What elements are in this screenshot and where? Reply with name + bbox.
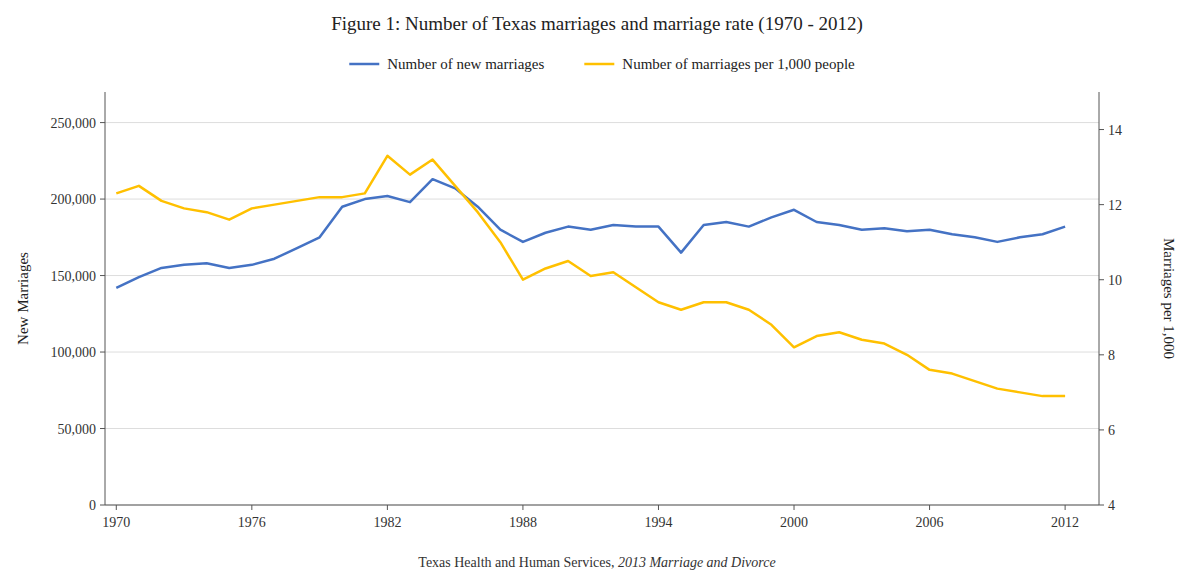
x-tick-label: 2000 — [780, 515, 808, 530]
grid — [105, 123, 1099, 505]
x-tick-label: 1982 — [373, 515, 401, 530]
y-tick-label: 250,000 — [51, 116, 97, 131]
y-tick — [100, 352, 105, 353]
y2-tick-label: 8 — [1108, 348, 1115, 363]
y2-tick-label: 12 — [1108, 198, 1122, 213]
legend-swatch — [584, 63, 614, 66]
y-tick-label: 0 — [89, 498, 96, 513]
y2-tick-label: 4 — [1108, 498, 1115, 513]
y-axis-label: New Marriages — [15, 252, 31, 345]
background — [0, 0, 1194, 581]
grid-line — [105, 352, 1099, 353]
series-line — [116, 179, 1065, 288]
y-tick — [100, 199, 105, 200]
x-tick — [251, 505, 252, 510]
series-line — [116, 156, 1065, 396]
y2-tick-label: 6 — [1108, 423, 1115, 438]
x-tick-label: 1994 — [644, 515, 672, 530]
y2-tick — [1099, 354, 1104, 355]
grid-line — [105, 428, 1099, 429]
y-tick — [100, 275, 105, 276]
x-axis-line — [105, 505, 1099, 506]
source-text: Texas Health and Human Services, — [418, 555, 618, 570]
y2-tick — [1099, 204, 1104, 205]
y2-tick-label: 14 — [1108, 123, 1122, 138]
x-tick — [658, 505, 659, 510]
y2-tick — [1099, 279, 1104, 280]
y-tick — [100, 505, 105, 506]
y-tick-label: 200,000 — [51, 192, 97, 207]
source-text: 2013 Marriage and Divorce — [618, 555, 776, 570]
y-axis-line — [105, 92, 106, 505]
chart: Figure 1: Number of Texas marriages and … — [0, 0, 1194, 581]
title: Figure 1: Number of Texas marriages and … — [331, 13, 863, 35]
grid-line — [105, 122, 1099, 123]
legend-label: Number of new marriages — [387, 56, 544, 72]
grid-line — [105, 505, 1099, 506]
x-tick-label: 2012 — [1051, 515, 1079, 530]
legend: Number of new marriages Number of marriag… — [349, 56, 855, 72]
y2-tick-label: 10 — [1108, 273, 1122, 288]
y-tick-label: 150,000 — [51, 269, 97, 284]
x-tick — [522, 505, 523, 510]
x-tick-label: 1976 — [238, 515, 266, 530]
grid-line — [105, 199, 1099, 200]
legend-item: Number of marriages per 1,000 people — [584, 56, 855, 72]
x-tick — [1065, 505, 1066, 510]
y-tick — [100, 122, 105, 123]
legend-label: Number of marriages per 1,000 people — [622, 56, 855, 72]
x-tick-label: 1970 — [102, 515, 130, 530]
x-tick-label: 1988 — [509, 515, 537, 530]
y2-axis-line — [1099, 92, 1100, 505]
x-tick — [929, 505, 930, 510]
source-note: Texas Health and Human Services, 2013 Ma… — [418, 555, 775, 570]
x-tick-label: 2006 — [916, 515, 944, 530]
x-tick — [116, 505, 117, 510]
y2-tick — [1099, 505, 1104, 506]
series-group — [116, 156, 1065, 396]
y-tick-label: 100,000 — [51, 345, 97, 360]
y2-axis-label: Marriages per 1,000 — [1161, 238, 1177, 359]
y-tick-label: 50,000 — [58, 422, 97, 437]
x-tick — [794, 505, 795, 510]
y2-tick — [1099, 129, 1104, 130]
x-tick — [387, 505, 388, 510]
y2-tick — [1099, 429, 1104, 430]
axes: 1970 1976 1982 1988 1994 2000 2006 2012 0 50,000 1… — [51, 92, 1123, 530]
y-tick — [100, 428, 105, 429]
legend-swatch — [349, 63, 379, 66]
legend-item: Number of new marriages — [349, 56, 544, 72]
